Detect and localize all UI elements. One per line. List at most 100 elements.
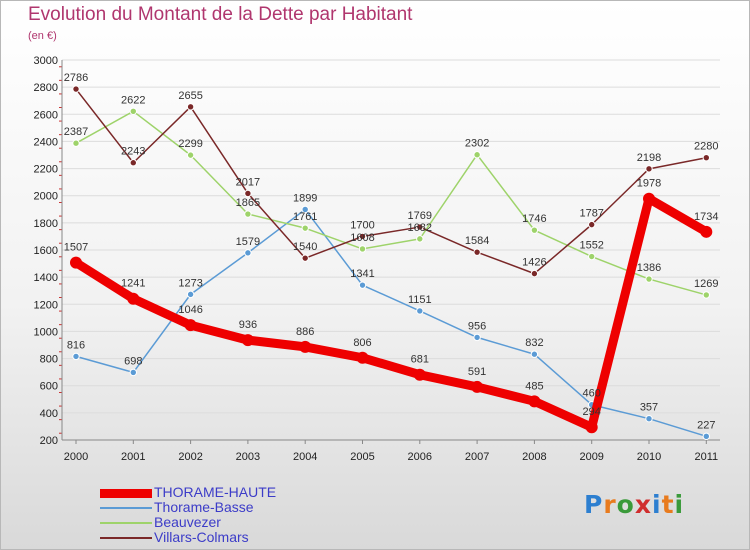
chart-title: Evolution du Montant de la Dette par Hab… <box>28 4 413 25</box>
data-point <box>588 220 596 229</box>
y-tick-label: 3000 <box>34 55 58 67</box>
data-label: 832 <box>525 337 543 349</box>
data-label: 2198 <box>637 152 661 164</box>
y-tick-label: 2600 <box>34 109 58 121</box>
data-label: 1046 <box>178 304 202 316</box>
data-point <box>301 205 309 214</box>
data-label: 681 <box>411 354 429 366</box>
data-point <box>241 334 254 347</box>
data-point <box>530 226 539 234</box>
data-point <box>301 254 309 262</box>
data-label: 1865 <box>236 197 260 209</box>
data-label: 806 <box>353 337 371 349</box>
y-tick-label: 2200 <box>34 164 58 176</box>
logo-letter: t <box>661 490 675 519</box>
data-point <box>416 235 424 243</box>
series-line <box>75 88 708 275</box>
data-label: 816 <box>67 339 85 351</box>
legend-label: Thorame-Basse <box>154 499 254 515</box>
data-label: 2655 <box>178 90 202 102</box>
data-point <box>72 139 80 147</box>
data-point <box>702 154 710 162</box>
data-label: 357 <box>640 402 658 414</box>
x-tick-label: 2009 <box>579 451 603 463</box>
data-label: 1787 <box>579 208 603 220</box>
data-label: 591 <box>468 366 486 378</box>
data-point <box>702 432 710 441</box>
x-tick-label: 2011 <box>694 451 718 463</box>
data-point <box>643 192 655 205</box>
data-label: 1273 <box>178 277 202 289</box>
y-tick-label: 200 <box>40 435 58 447</box>
y-tick-label: 1800 <box>34 218 58 230</box>
data-point <box>413 368 426 381</box>
data-label: 294 <box>583 406 601 418</box>
data-point <box>645 414 653 423</box>
data-point <box>588 252 596 261</box>
data-point <box>473 151 481 159</box>
x-tick-label: 2004 <box>293 451 317 463</box>
data-point <box>471 380 484 393</box>
data-label: 1769 <box>408 210 432 222</box>
data-label: 698 <box>124 355 142 367</box>
axes: 200 400 600 800 1000 1200 1400 1600 1800 2000 2200… <box>34 55 720 463</box>
data-label: 2243 <box>121 146 145 158</box>
data-point <box>186 103 195 111</box>
y-tick-label: 400 <box>40 408 58 420</box>
logo-letter: x <box>634 490 652 519</box>
x-tick-label: 2000 <box>64 451 88 463</box>
data-point <box>356 351 369 364</box>
data-point <box>244 210 252 218</box>
legend-swatch <box>100 507 152 509</box>
data-label: 1978 <box>637 178 661 190</box>
data-point <box>186 151 195 159</box>
logo-letter: i <box>652 490 662 519</box>
data-point <box>700 225 713 238</box>
grid-lines <box>62 59 720 441</box>
data-point <box>358 245 367 253</box>
y-tick-label: 1000 <box>34 326 58 338</box>
x-tick-label: 2005 <box>350 451 374 463</box>
legend-label: Villars-Colmars <box>154 529 249 545</box>
data-label: 2280 <box>694 141 718 153</box>
data-point <box>72 85 80 93</box>
x-tick-label: 2001 <box>121 451 145 463</box>
legend-swatch <box>100 537 152 539</box>
y-tick-label: 1600 <box>34 245 58 257</box>
series-line <box>75 110 708 296</box>
data-label: 2302 <box>465 138 489 150</box>
data-label: 1899 <box>293 192 317 204</box>
data-label: 956 <box>468 320 486 332</box>
data-point <box>358 232 367 241</box>
chart-subtitle: (en €) <box>28 30 57 42</box>
data-label: 460 <box>583 388 601 400</box>
data-point <box>530 269 539 278</box>
data-label: 2299 <box>178 138 202 150</box>
data-label: 1700 <box>350 219 374 231</box>
line-chart: 200 400 600 800 1000 1200 1400 1600 1800 2000 2200… <box>34 55 720 463</box>
data-point <box>473 248 481 256</box>
x-tick-label: 2010 <box>637 451 661 463</box>
data-label: 485 <box>525 380 543 392</box>
data-point <box>702 291 710 299</box>
data-label: 1540 <box>293 241 317 253</box>
data-label: 2786 <box>64 72 88 84</box>
data-label: 1761 <box>293 211 317 223</box>
y-tick-label: 2000 <box>34 191 58 203</box>
data-point <box>129 368 138 377</box>
logo-letter: o <box>616 490 635 519</box>
data-label: 936 <box>239 319 257 331</box>
data-label: 1552 <box>579 240 603 252</box>
data-label: 1579 <box>236 236 260 248</box>
data-point <box>70 256 82 269</box>
data-label: 2622 <box>121 94 145 106</box>
data-label: 1426 <box>522 257 546 269</box>
data-point <box>358 281 367 289</box>
data-label: 886 <box>296 326 314 338</box>
data-point <box>244 189 252 198</box>
logo-letter: i <box>674 490 685 519</box>
data-point <box>186 290 195 299</box>
legend-label: Beauvezer <box>154 514 221 530</box>
data-label: 1507 <box>64 242 88 254</box>
data-label: 1151 <box>408 294 432 306</box>
